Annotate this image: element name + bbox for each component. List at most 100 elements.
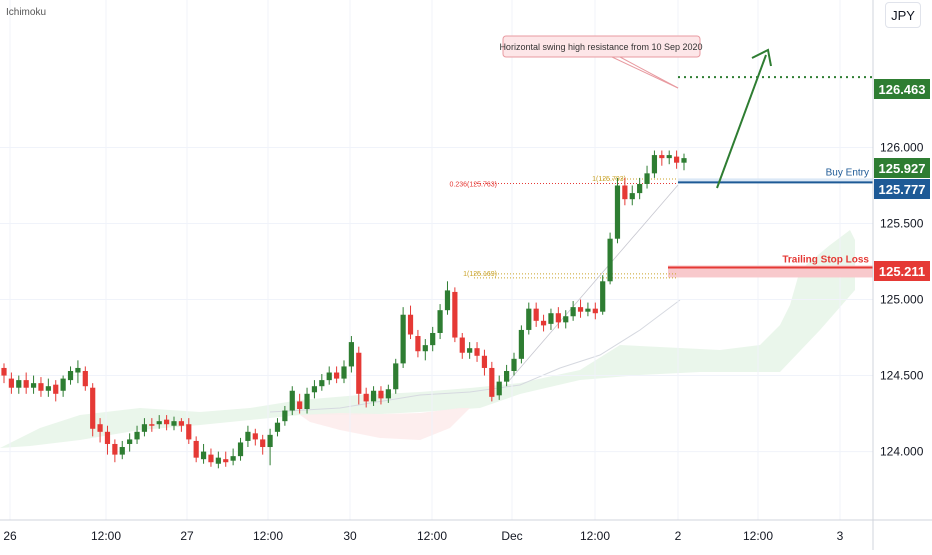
price-label-bg	[874, 261, 930, 281]
candle-body	[607, 238, 613, 282]
candle-body	[223, 459, 229, 463]
candle-body	[156, 421, 162, 425]
candle-body	[555, 313, 561, 323]
candle-body	[164, 419, 170, 425]
candle-body	[518, 329, 524, 359]
x-tick-label: 27	[180, 529, 194, 543]
candle-body	[30, 383, 37, 388]
candle-body	[563, 316, 569, 323]
candle-body	[585, 308, 591, 312]
x-tick-label: 2	[675, 529, 682, 543]
candle-body	[341, 366, 347, 379]
price-label: 125.777	[879, 182, 926, 197]
price-label: 125.211	[879, 264, 925, 279]
candle-body	[437, 310, 443, 333]
buy-entry-label: Buy Entry	[826, 167, 869, 178]
candle-body	[8, 378, 14, 388]
candle-body	[474, 348, 480, 356]
candle-body	[659, 155, 665, 159]
y-tick-label: 124.000	[880, 445, 924, 459]
candle-body	[267, 434, 273, 448]
candle-body	[1, 367, 7, 376]
candle-body	[511, 358, 517, 371]
candle-body	[90, 387, 96, 429]
candle-body	[496, 381, 502, 396]
candle-body	[666, 155, 672, 159]
candle-body	[378, 390, 384, 399]
candle-body	[644, 173, 650, 184]
candle-body	[393, 363, 399, 390]
candle-body	[16, 380, 22, 388]
overlay-layer	[716, 48, 772, 189]
x-tick-label: 30	[343, 529, 357, 543]
candle-body	[385, 389, 391, 399]
annotation-box	[502, 35, 701, 58]
y-tick-label: 126.000	[880, 140, 924, 154]
candle-body	[363, 393, 369, 402]
stop-loss-label: Trailing Stop Loss	[782, 254, 869, 265]
candle-body	[260, 439, 266, 448]
candle-body	[334, 372, 340, 379]
candle-body	[149, 424, 155, 426]
candle-body	[481, 355, 488, 368]
y-tick-label: 124.500	[880, 369, 924, 383]
chart-grid	[0, 0, 873, 520]
candle-body	[452, 291, 458, 338]
x-tick-label: 12:00	[253, 529, 283, 543]
candle-body	[674, 156, 680, 163]
candle-body	[304, 393, 310, 410]
candle-body	[489, 367, 495, 397]
price-label-bg	[874, 79, 930, 99]
candle-body	[97, 424, 103, 432]
x-tick-label: Dec	[501, 529, 522, 543]
candle-body	[311, 386, 318, 393]
y-tick-label: 125.000	[880, 293, 924, 307]
candle-body	[274, 422, 281, 432]
candle-body	[134, 431, 140, 440]
candle-body	[38, 383, 44, 391]
price-label-bg	[874, 179, 930, 199]
candle-body	[67, 370, 74, 381]
x-tick-label: 3	[837, 529, 844, 543]
arrow-head	[751, 48, 772, 67]
candle-body	[112, 443, 118, 455]
candle-body	[104, 431, 111, 444]
fib-label-1-lower: 1(125.169)	[463, 271, 497, 278]
cloud-green	[0, 230, 855, 448]
candle-body	[282, 410, 288, 422]
candle-body	[651, 155, 658, 174]
candle-body	[60, 378, 66, 391]
candle-body	[319, 380, 325, 387]
candle-body	[577, 307, 584, 312]
candle-body	[237, 442, 244, 457]
candle-body	[407, 314, 414, 335]
x-tick-label: 26	[3, 529, 17, 543]
price-label-bg	[874, 158, 930, 178]
candle-body	[430, 332, 436, 346]
candle-body	[289, 390, 295, 411]
candle-body	[600, 281, 606, 312]
candle-body	[540, 320, 547, 326]
candle-body	[215, 457, 221, 464]
candle-body	[370, 390, 377, 402]
candle-body	[681, 158, 687, 163]
candles	[1, 150, 687, 469]
candle-body	[570, 307, 576, 317]
candle-body	[297, 401, 303, 410]
candle-body	[415, 336, 421, 352]
candle-body	[171, 421, 177, 426]
indicator-label: Ichimoku	[6, 7, 46, 18]
candle-body	[592, 308, 598, 314]
candle-body	[252, 433, 258, 440]
currency-button[interactable]: JPY	[885, 2, 921, 28]
buy-entry-zone	[678, 178, 873, 184]
x-tick-label: 12:00	[580, 529, 610, 543]
x-tick-label: 12:00	[743, 529, 773, 543]
candle-body	[127, 439, 133, 444]
candle-body	[245, 431, 251, 441]
candle-body	[356, 352, 362, 394]
price-label: 125.927	[879, 161, 926, 176]
candle-body	[533, 308, 539, 321]
